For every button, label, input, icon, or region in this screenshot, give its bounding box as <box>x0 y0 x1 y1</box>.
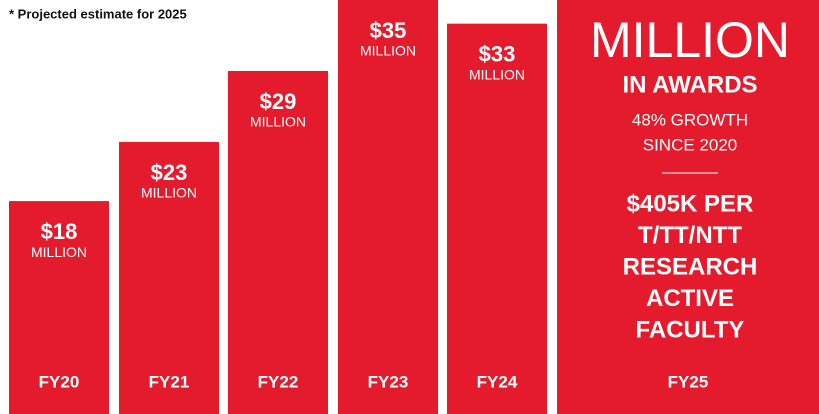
bar <box>447 23 547 414</box>
highlight-panel <box>557 0 819 414</box>
stat-text: ACTIVE <box>646 285 734 312</box>
x-tick-label: FY21 <box>149 372 190 391</box>
unit-label: MILLION <box>31 244 87 260</box>
unit-label: MILLION <box>360 43 416 59</box>
x-tick-label: FY22 <box>258 372 299 391</box>
value-label: $33 <box>479 41 516 66</box>
bar <box>9 201 109 414</box>
value-label: $35 <box>370 18 407 43</box>
value-label: $23 <box>151 160 188 185</box>
bar <box>338 0 438 414</box>
unit-label: MILLION <box>141 185 197 201</box>
x-tick-label: FY23 <box>368 372 409 391</box>
stat-text: T/TT/NTT <box>638 222 742 249</box>
note: * Projected estimate for 2025 <box>9 6 187 21</box>
x-tick-label: FY25 <box>668 372 709 391</box>
stat-text: RESEARCH <box>623 253 758 280</box>
bar <box>228 70 328 414</box>
growth-text: 48% GROWTH <box>632 110 748 129</box>
value-label: $18 <box>41 219 78 244</box>
growth-text: SINCE 2020 <box>643 135 738 154</box>
bar <box>119 141 219 414</box>
x-tick-label: FY20 <box>39 372 80 391</box>
stat-text: FACULTY <box>636 316 745 343</box>
unit-label: MILLION <box>250 114 306 130</box>
value-label: $29 <box>260 89 297 114</box>
x-tick-label: FY24 <box>477 372 518 391</box>
highlight-unit: MILLION <box>590 12 790 68</box>
highlight-subtitle: IN AWARDS <box>622 71 757 98</box>
stat-text: $405K PER <box>627 190 754 217</box>
unit-label: MILLION <box>469 66 525 82</box>
